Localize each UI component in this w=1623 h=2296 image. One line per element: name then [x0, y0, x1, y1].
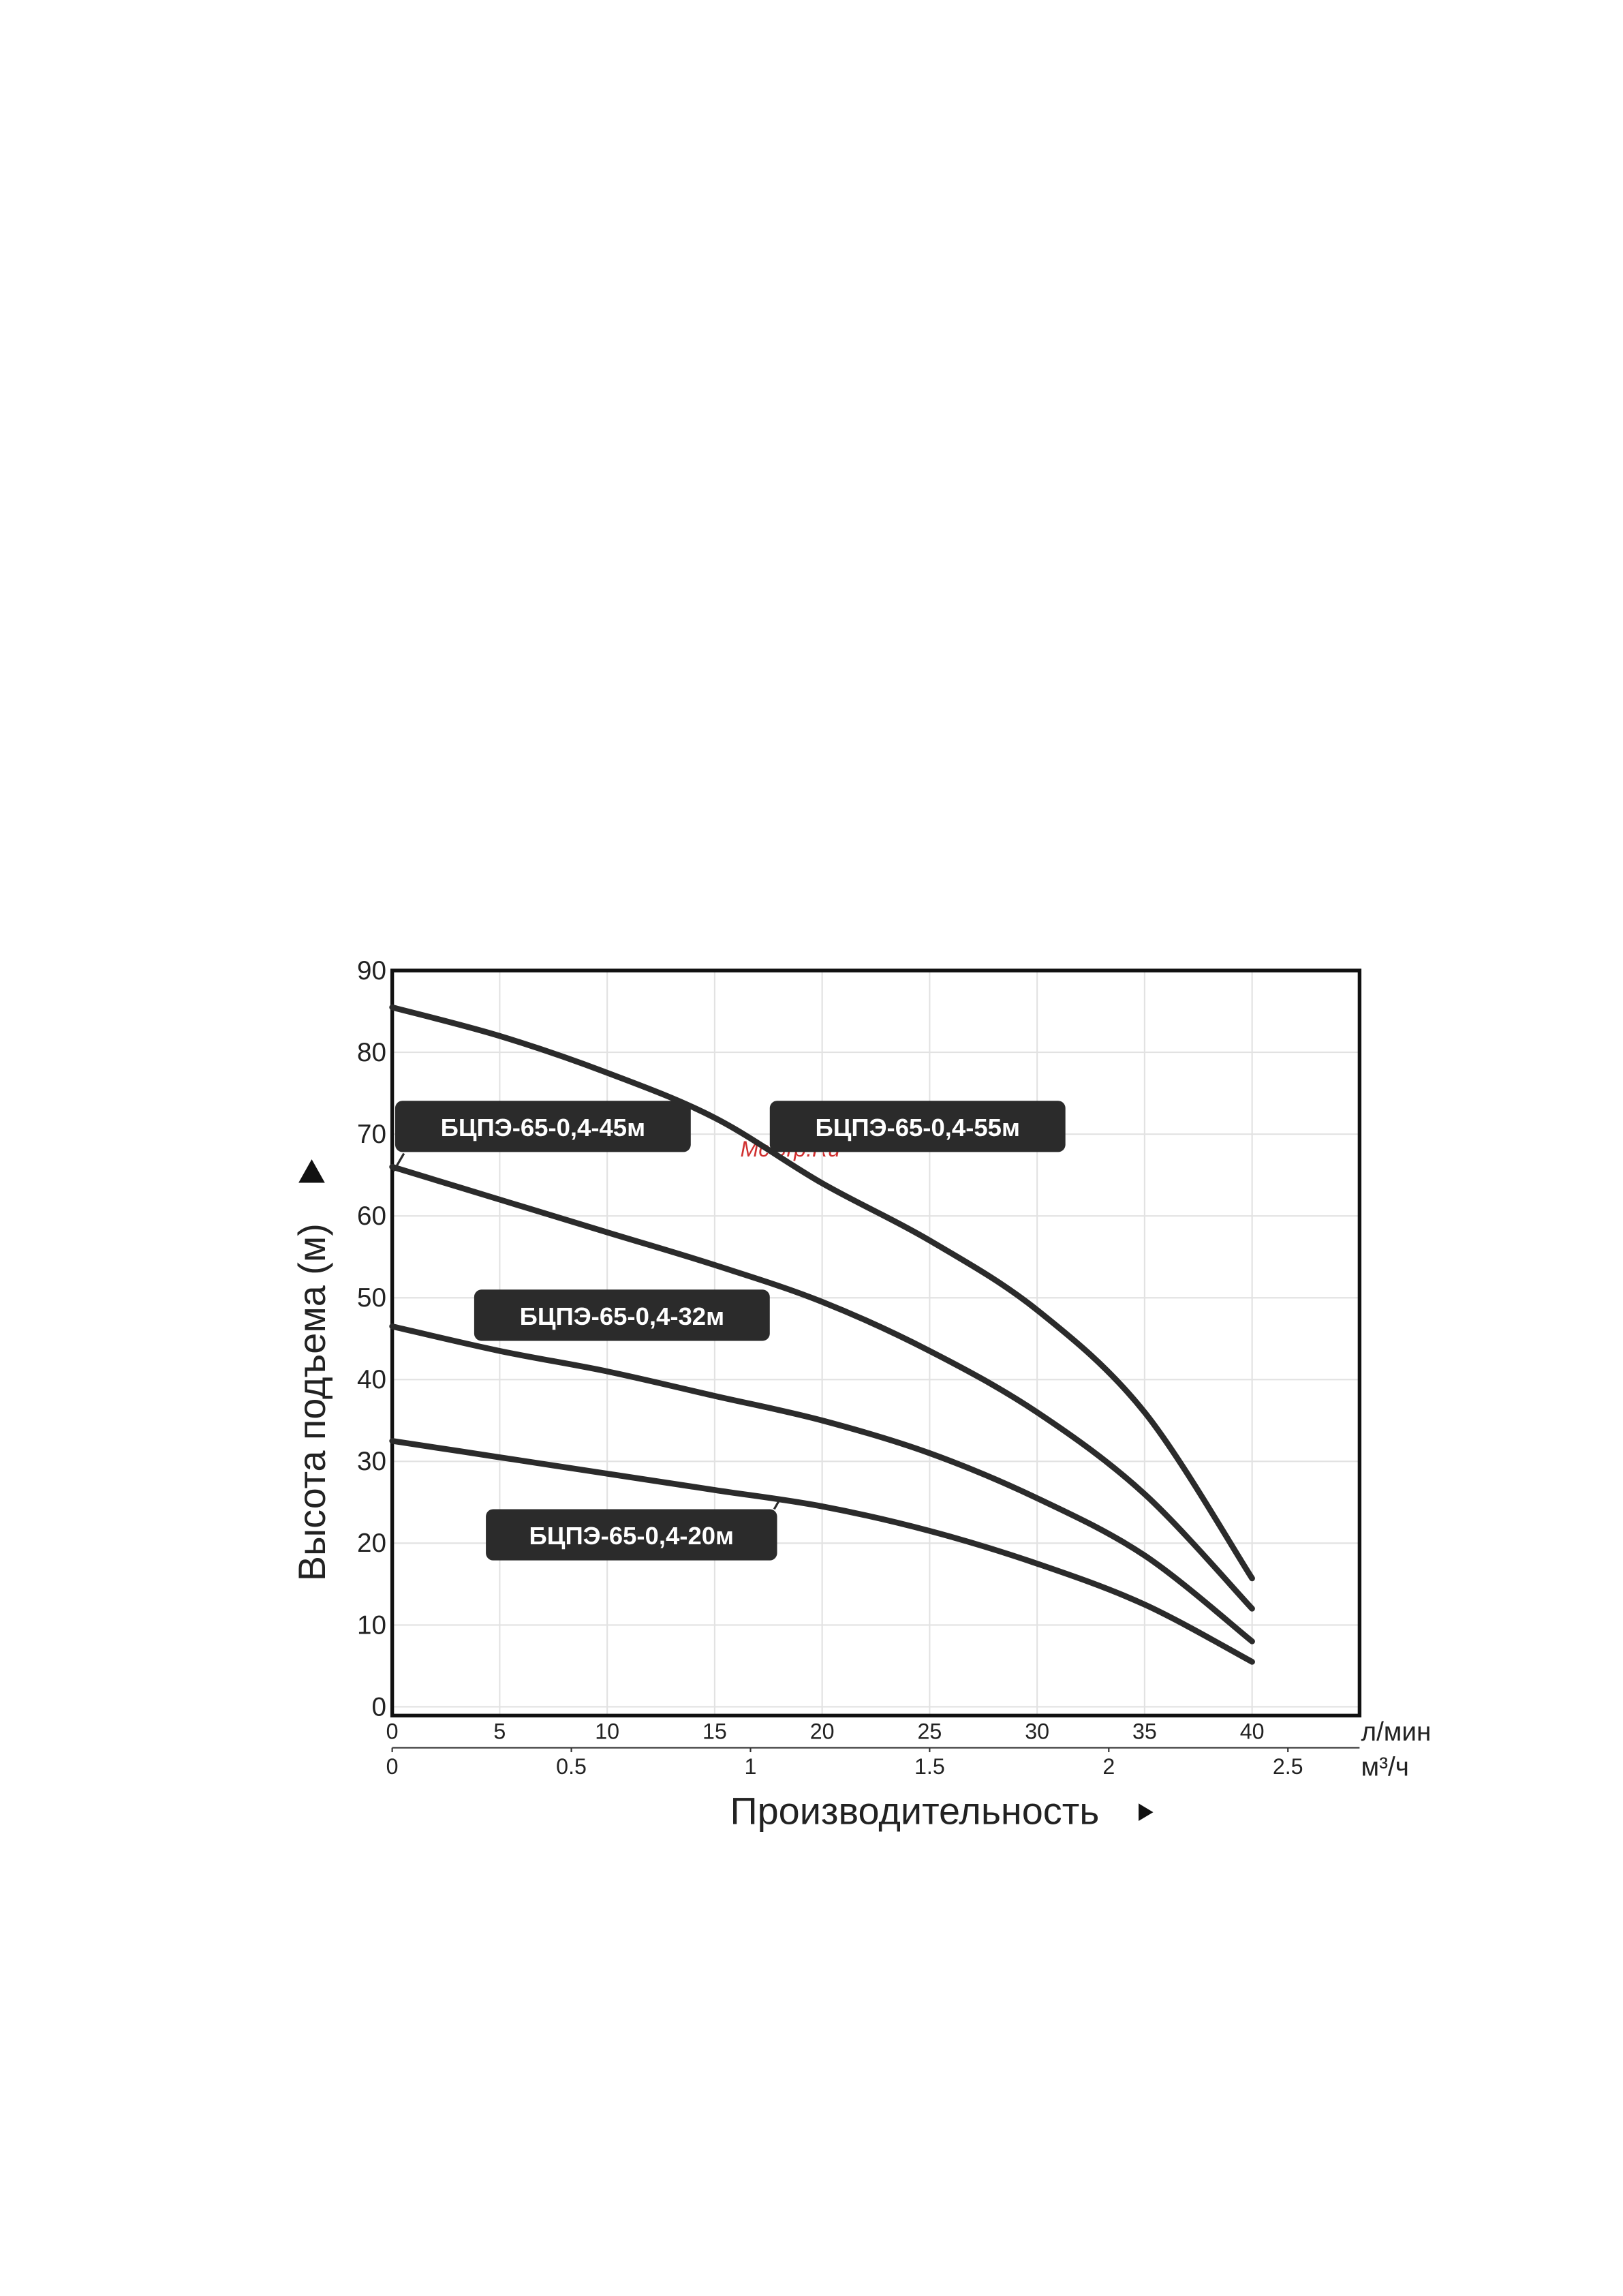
curve	[389, 1438, 1255, 1665]
series-label: БЦПЭ-65-0,4-55м	[815, 1114, 1020, 1142]
x-tick-label: 25	[917, 1719, 942, 1744]
series-label-box	[395, 1101, 691, 1152]
x-tick-label: 30	[1025, 1719, 1049, 1744]
series-label: БЦПЭ-65-0,4-20м	[529, 1522, 735, 1550]
x2-tick-label: 0.5	[556, 1754, 587, 1779]
leader	[392, 1152, 405, 1172]
leader	[773, 1498, 782, 1510]
x-axis-title: Производительность	[730, 1789, 1099, 1832]
y-tick-label: 80	[357, 1038, 386, 1067]
series-label-box	[474, 1289, 770, 1341]
series-label: БЦПЭ-65-0,4-45м	[441, 1114, 646, 1142]
y-tick-label: 90	[357, 956, 386, 985]
series-label: БЦПЭ-65-0,4-32м	[520, 1302, 725, 1330]
y-tick-label: 30	[357, 1447, 386, 1476]
y-tick-label: 40	[357, 1365, 386, 1394]
x-tick-label: 15	[702, 1719, 727, 1744]
x-tick-label: 5	[493, 1719, 506, 1744]
x2-tick-label: 1.5	[914, 1754, 945, 1779]
x2-unit: м³/ч	[1361, 1752, 1409, 1781]
y-axis-title: Высота подъема (м)	[290, 1223, 333, 1581]
x-unit: л/мин	[1361, 1717, 1432, 1747]
x-tick-label: 20	[810, 1719, 835, 1744]
x-arrow	[1139, 1803, 1154, 1821]
series-label-box	[769, 1101, 1066, 1152]
x-tick-label: 35	[1132, 1719, 1157, 1744]
y-tick-label: 60	[357, 1201, 386, 1231]
curve	[389, 1323, 1255, 1644]
y-tick-label: 0	[372, 1692, 387, 1721]
x2-tick-label: 0	[386, 1754, 399, 1779]
series-label-box	[486, 1509, 777, 1561]
y-tick-label: 70	[357, 1120, 386, 1149]
x-tick-label: 0	[386, 1719, 399, 1744]
x-tick-label: 40	[1240, 1719, 1265, 1744]
x-tick-label: 10	[595, 1719, 619, 1744]
y-arrow	[298, 1159, 325, 1183]
curve	[389, 1163, 1255, 1612]
y-tick-label: 10	[357, 1610, 386, 1640]
x2-tick-label: 2	[1102, 1754, 1115, 1779]
curve	[389, 1004, 1255, 1582]
y-tick-label: 20	[357, 1529, 386, 1558]
y-tick-label: 50	[357, 1283, 386, 1313]
x2-tick-label: 2.5	[1273, 1754, 1303, 1779]
plot-frame	[390, 968, 1362, 1718]
x2-tick-label: 1	[745, 1754, 757, 1779]
